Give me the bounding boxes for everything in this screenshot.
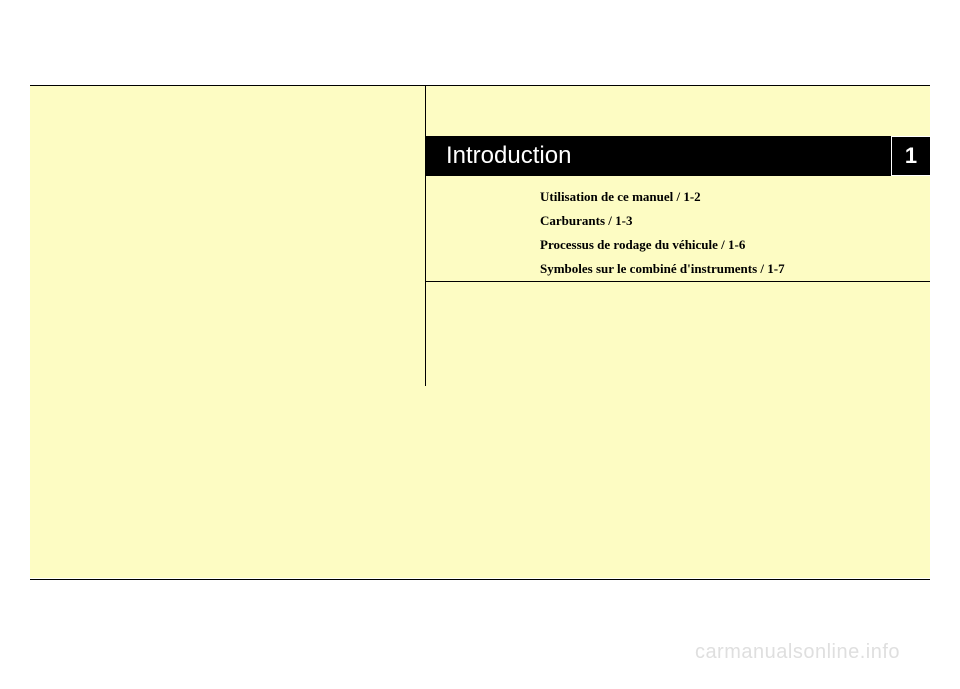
toc-item: Processus de rodage du véhicule / 1-6	[540, 237, 890, 253]
page-content: Introduction 1 Utilisation de ce manuel …	[30, 86, 930, 578]
toc-rule	[426, 281, 930, 282]
chapter-number-box: 1	[891, 136, 931, 176]
toc-item: Carburants / 1-3	[540, 213, 890, 229]
toc-item: Utilisation de ce manuel / 1-2	[540, 189, 890, 205]
chapter-bar: Introduction	[426, 136, 930, 176]
toc-item: Symboles sur le combiné d'instruments / …	[540, 261, 890, 277]
vertical-divider	[425, 86, 426, 386]
watermark: carmanualsonline.info	[695, 641, 900, 664]
chapter-title: Introduction	[446, 142, 571, 170]
toc: Utilisation de ce manuel / 1-2 Carburant…	[540, 189, 890, 285]
chapter-number: 1	[905, 143, 917, 169]
rule-bottom	[30, 579, 930, 580]
